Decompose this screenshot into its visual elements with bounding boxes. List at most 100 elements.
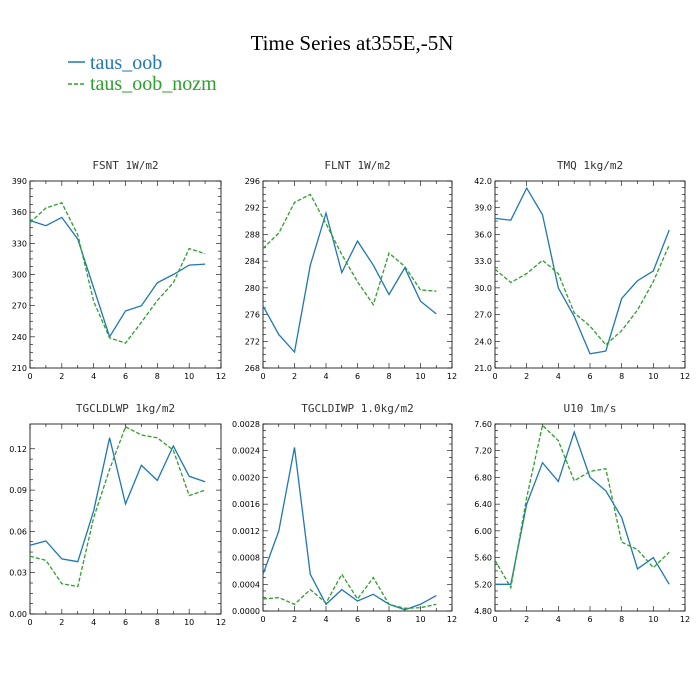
- y-tick-label: 240: [12, 333, 27, 342]
- legend: taus_oob taus_oob_nozm: [68, 52, 217, 95]
- y-tick-label: 272: [245, 337, 260, 346]
- y-tick-label: 276: [245, 311, 260, 320]
- y-tick-label: 0.09: [9, 486, 27, 495]
- x-tick-label: 8: [386, 615, 391, 624]
- y-tick-label: 0.0028: [232, 420, 260, 429]
- y-tick-label: 284: [245, 257, 260, 266]
- x-tick-label: 10: [415, 372, 425, 381]
- y-tick-label: 300: [12, 271, 27, 280]
- x-tick-label: 2: [59, 372, 64, 381]
- panel-title: TGCLDLWP 1kg/m2: [76, 402, 175, 415]
- y-tick-label: 24.0: [474, 337, 492, 346]
- y-tick-label: 6.40: [474, 500, 492, 509]
- y-tick-label: 30.0: [474, 284, 492, 293]
- x-tick-label: 12: [216, 618, 226, 627]
- series-line-taus-oob: [494, 186, 670, 355]
- x-tick-label: 2: [59, 618, 64, 627]
- legend-label-taus-oob-nozm: taus_oob_nozm: [90, 73, 217, 95]
- series-line-taus-oob-nozm: [262, 573, 437, 609]
- x-tick-label: 0: [260, 372, 265, 381]
- x-tick-label: 4: [323, 372, 328, 381]
- y-tick-label: 6.00: [474, 527, 492, 536]
- y-tick-label: 210: [12, 364, 27, 373]
- panel-6: U10 1m/s 0 2 4 6 8 10 12 4.80 5.20 5.60 6.00 6.40 6.8…: [474, 402, 690, 624]
- y-tick-label: 0.00: [9, 610, 27, 619]
- y-tick-label: 0.0020: [232, 473, 260, 482]
- y-tick-label: 0.0024: [232, 447, 260, 456]
- plot-frame: [29, 423, 222, 615]
- x-tick-label: 8: [619, 372, 624, 381]
- x-tick-label: 0: [492, 372, 497, 381]
- y-tick-label: 0.03: [9, 569, 27, 578]
- x-tick-label: 4: [556, 615, 561, 624]
- y-tick-label: 7.60: [474, 420, 492, 429]
- series-line-taus-oob: [262, 447, 437, 611]
- series-line-taus-oob-nozm: [262, 193, 437, 307]
- y-tick-label: 5.20: [474, 580, 492, 589]
- panel-5: TGCLDIWP 1.0kg/m2 0 2 4 6 8 10 12 0.0000 0.0004 0.…: [232, 402, 457, 624]
- y-tick-label: 0.0000: [232, 607, 260, 616]
- panel-title: FLNT 1W/m2: [324, 159, 390, 172]
- series-line-taus-oob-nozm: [29, 425, 206, 588]
- y-tick-label: 6.80: [474, 473, 492, 482]
- x-tick-label: 0: [27, 372, 32, 381]
- y-tick-label: 270: [12, 302, 27, 311]
- y-tick-label: 0.0004: [232, 580, 260, 589]
- y-tick-label: 7.20: [474, 447, 492, 456]
- y-tick-label: 0.12: [9, 445, 27, 454]
- x-tick-label: 8: [155, 372, 160, 381]
- series-line-taus-oob: [262, 210, 437, 354]
- panel-3: TMQ 1kg/m2 0 2 4 6 8 10 12 21.0 24.0 27.0 30.0 33.0 3…: [474, 159, 690, 381]
- x-tick-label: 6: [587, 372, 592, 381]
- y-tick-label: 360: [12, 208, 27, 217]
- x-tick-label: 6: [355, 372, 360, 381]
- x-tick-label: 2: [524, 615, 529, 624]
- x-tick-label: 0: [27, 618, 32, 627]
- y-tick-label: 0.0012: [232, 527, 260, 536]
- y-tick-label: 296: [245, 177, 260, 186]
- panels: FSNT 1W/m20 2 4 6 8 10 12210240270300330360390…: [9, 159, 690, 627]
- series-line-taus-oob: [29, 437, 206, 563]
- panel-title: FSNT 1W/m2: [92, 159, 158, 172]
- y-tick-label: 27.0: [474, 311, 492, 320]
- y-tick-label: 33.0: [474, 257, 492, 266]
- x-tick-label: 10: [184, 618, 194, 627]
- panel-4: TGCLDLWP 1kg/m2 0 2 4 6 8 10 12 0.00 0.03 0.06 0.09…: [9, 402, 226, 627]
- x-tick-label: 4: [91, 618, 96, 627]
- plot-frame: [29, 180, 222, 369]
- x-tick-label: 4: [91, 372, 96, 381]
- x-tick-label: 8: [155, 618, 160, 627]
- series-line-taus-oob: [495, 429, 670, 585]
- y-tick-label: 5.60: [474, 554, 492, 563]
- x-tick-label: 10: [648, 372, 658, 381]
- plot-frame: [262, 423, 453, 612]
- panel-title: U10 1m/s: [564, 402, 617, 415]
- y-tick-label: 36.0: [474, 230, 492, 239]
- y-tick-label: 42.0: [474, 177, 492, 186]
- y-tick-label: 390: [12, 177, 27, 186]
- series-line-taus-oob-nozm: [494, 244, 670, 346]
- series-line-taus-oob-nozm: [494, 424, 670, 590]
- x-tick-label: 12: [447, 615, 457, 624]
- x-tick-label: 10: [648, 615, 658, 624]
- y-tick-label: 280: [245, 284, 260, 293]
- legend-label-taus-oob: taus_oob: [90, 52, 162, 74]
- x-tick-label: 10: [184, 372, 194, 381]
- x-tick-label: 6: [123, 372, 128, 381]
- y-tick-label: 330: [12, 239, 27, 248]
- y-tick-label: 288: [245, 230, 260, 239]
- x-tick-label: 4: [323, 615, 328, 624]
- y-tick-label: 292: [245, 204, 260, 213]
- x-tick-label: 4: [556, 372, 561, 381]
- y-tick-label: 0.0008: [232, 554, 260, 563]
- x-tick-label: 8: [619, 615, 624, 624]
- figure-title: Time Series at355E,-5N: [251, 31, 454, 55]
- x-tick-label: 6: [123, 618, 128, 627]
- x-tick-label: 8: [386, 372, 391, 381]
- x-tick-label: 12: [680, 372, 690, 381]
- y-tick-label: 0.06: [9, 527, 27, 536]
- x-tick-label: 0: [260, 615, 265, 624]
- x-tick-label: 2: [524, 372, 529, 381]
- x-tick-label: 12: [680, 615, 690, 624]
- panel-2: FLNT 1W/m2 0 2 4 6 8 10 12 268 272 276 280 284 288 292…: [245, 159, 457, 381]
